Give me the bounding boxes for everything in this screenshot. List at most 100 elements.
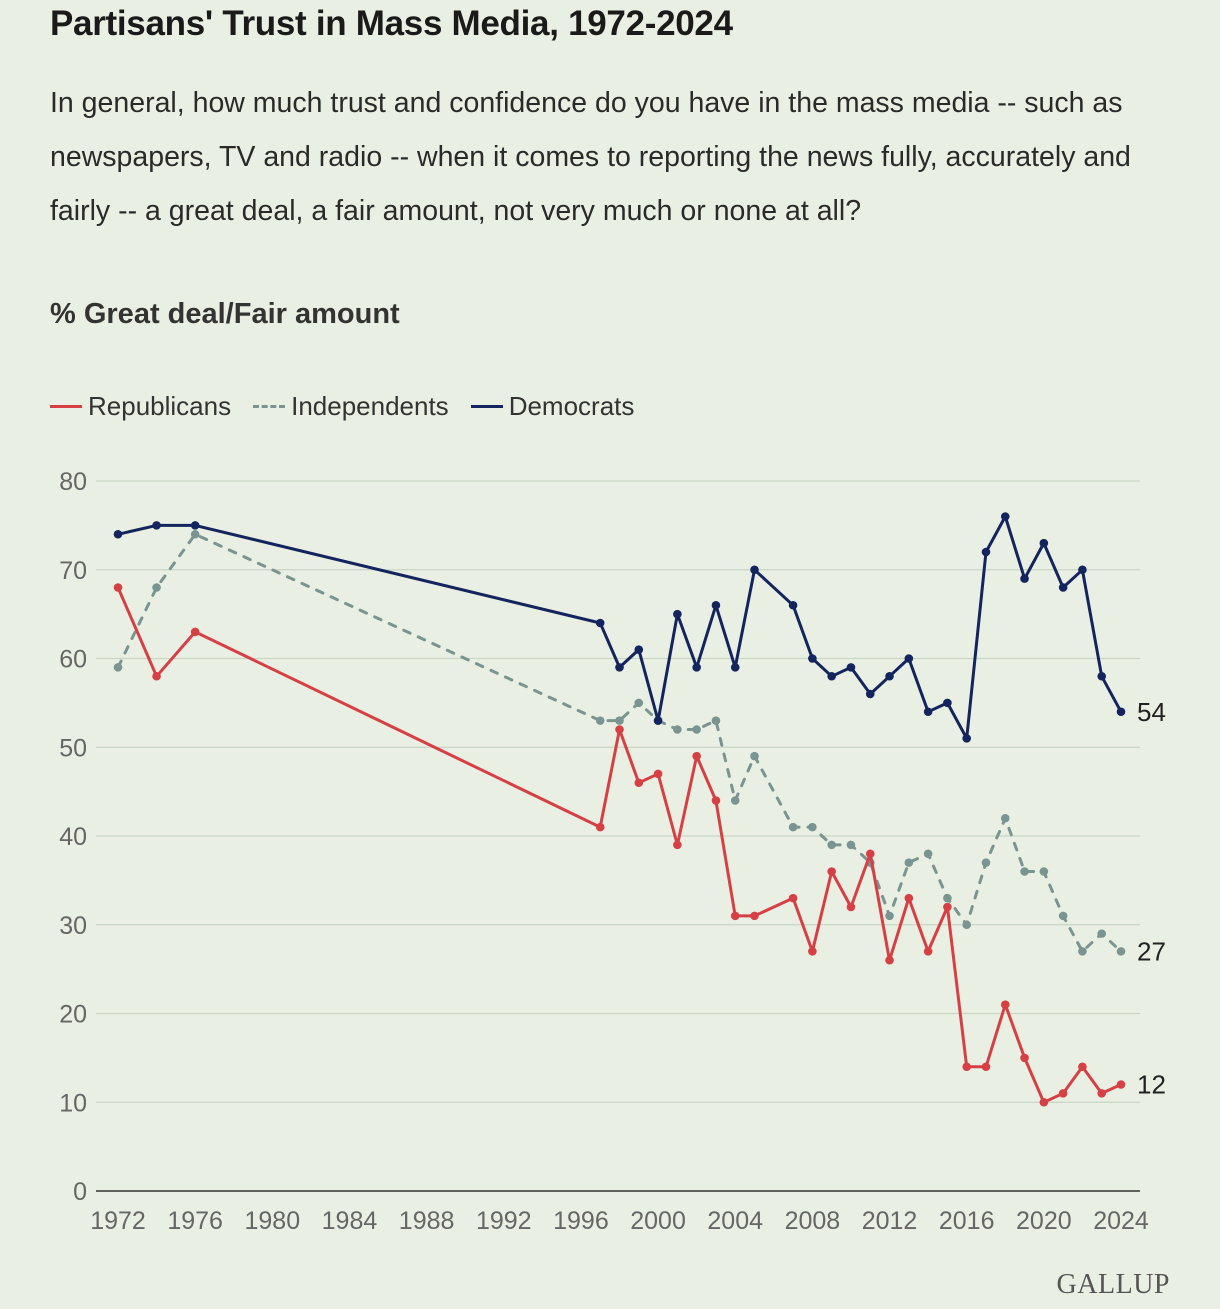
chart-legend: Republicans Independents Democrats: [50, 388, 656, 424]
data-point-democrats: [1116, 707, 1126, 717]
data-point-independents: [750, 751, 759, 761]
data-point-republicans: [923, 947, 933, 956]
data-point-independents: [808, 822, 817, 832]
x-tick-label: 2008: [785, 1207, 841, 1235]
data-point-independents: [113, 663, 123, 672]
data-point-democrats: [1000, 512, 1010, 521]
data-point-republicans: [981, 1062, 991, 1072]
y-tick-label: 0: [73, 1178, 87, 1206]
y-tick-label: 20: [59, 1001, 87, 1029]
data-point-democrats: [1058, 583, 1068, 592]
data-point-democrats: [827, 671, 836, 681]
data-point-independents: [634, 698, 644, 708]
x-tick-label: 1992: [476, 1207, 532, 1235]
data-point-democrats: [730, 663, 740, 672]
data-point-independents: [923, 849, 933, 859]
data-point-republicans: [190, 627, 200, 637]
data-point-independents: [788, 822, 798, 832]
x-tick-label: 1972: [90, 1207, 146, 1235]
data-point-democrats: [190, 521, 200, 530]
data-point-republicans: [750, 911, 759, 921]
data-point-independents: [846, 840, 856, 850]
data-point-republicans: [904, 893, 914, 903]
data-point-independents: [692, 725, 701, 734]
legend-label-independents: Independents: [291, 390, 449, 421]
x-tick-label: 2000: [630, 1207, 686, 1235]
data-point-independents: [1116, 947, 1126, 956]
data-point-independents: [904, 858, 914, 867]
data-point-republicans: [885, 955, 894, 965]
data-point-democrats: [653, 716, 663, 725]
x-tick-label: 2024: [1093, 1207, 1149, 1235]
data-point-democrats: [846, 663, 856, 672]
data-point-republicans: [827, 867, 836, 876]
x-tick-label: 1984: [322, 1207, 378, 1235]
data-point-independents: [827, 840, 836, 850]
data-point-republicans: [788, 893, 798, 903]
data-point-democrats: [808, 654, 817, 663]
data-point-independents: [1020, 867, 1029, 876]
data-point-democrats: [1039, 538, 1049, 548]
x-tick-label: 2004: [707, 1207, 763, 1235]
data-point-republicans: [1039, 1097, 1049, 1107]
x-tick-label: 2020: [1016, 1207, 1072, 1235]
data-point-republicans: [846, 902, 856, 912]
data-point-independents: [190, 529, 200, 539]
x-tick-label: 2016: [939, 1207, 995, 1235]
data-point-democrats: [904, 654, 914, 663]
data-point-independents: [730, 796, 740, 805]
legend-item-democrats: Democrats: [470, 390, 635, 422]
legend-swatch-democrats: [470, 404, 503, 408]
data-point-republicans: [595, 822, 605, 832]
x-tick-label: 1980: [244, 1207, 300, 1235]
legend-label-republicans: Republicans: [88, 390, 232, 421]
data-point-republicans: [962, 1062, 971, 1072]
data-point-independents: [943, 893, 952, 903]
data-point-republicans: [730, 911, 740, 921]
data-point-democrats: [788, 600, 798, 610]
data-point-democrats: [1078, 565, 1087, 575]
end-label-democrats: 54: [1137, 697, 1166, 727]
data-point-democrats: [673, 609, 682, 619]
data-point-democrats: [981, 547, 991, 557]
data-point-republicans: [1116, 1080, 1126, 1089]
data-point-republicans: [711, 796, 721, 805]
data-point-independents: [962, 920, 971, 930]
y-tick-label: 50: [59, 734, 87, 762]
data-point-independents: [595, 716, 605, 725]
data-point-republicans: [865, 849, 875, 859]
data-point-republicans: [692, 751, 701, 761]
data-point-independents: [1039, 867, 1049, 876]
y-tick-label: 60: [59, 646, 87, 674]
measure-label: % Great deal/Fair amount: [50, 298, 400, 330]
series-line-republicans: [116, 586, 1123, 1104]
data-point-democrats: [923, 707, 933, 717]
data-point-independents: [1058, 911, 1068, 921]
x-tick-label: 1976: [167, 1207, 223, 1235]
data-point-independents: [885, 911, 894, 921]
data-point-republicans: [615, 725, 624, 734]
data-point-republicans: [1020, 1053, 1029, 1063]
legend-swatch-republicans: [50, 404, 82, 408]
x-tick-label: 1988: [399, 1207, 455, 1235]
y-tick-label: 80: [59, 468, 87, 496]
data-point-republicans: [1078, 1062, 1087, 1072]
data-point-democrats: [634, 645, 644, 654]
data-point-democrats: [692, 663, 701, 672]
data-point-democrats: [595, 618, 605, 628]
legend-item-republicans: Republicans: [50, 391, 231, 422]
data-point-democrats: [750, 565, 759, 575]
legend-label-democrats: Democrats: [508, 390, 635, 421]
data-point-democrats: [711, 600, 721, 610]
data-point-republicans: [1097, 1089, 1107, 1098]
data-point-republicans: [653, 769, 663, 779]
data-point-republicans: [1000, 1000, 1010, 1009]
data-point-independents: [615, 716, 624, 725]
data-point-republicans: [808, 947, 817, 956]
data-point-independents: [1000, 813, 1010, 823]
legend-swatch-independents: [253, 404, 286, 408]
series-line-democrats: [116, 515, 1123, 740]
data-point-democrats: [113, 529, 123, 539]
data-point-independents: [981, 858, 991, 867]
